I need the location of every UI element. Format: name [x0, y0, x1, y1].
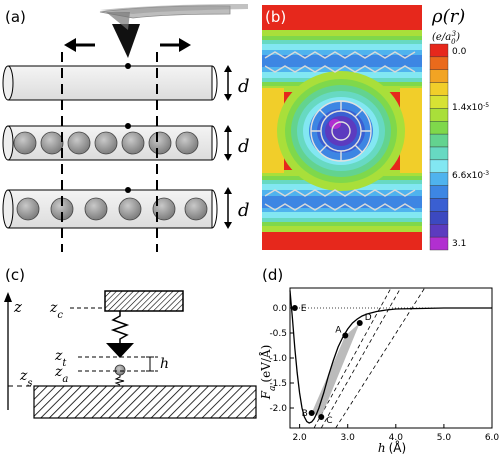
- d-label-1: d: [238, 76, 250, 97]
- x-tick-label: 3.0: [341, 433, 356, 443]
- y-tick-label: 0.0: [273, 304, 288, 314]
- colorbar-swatch: [429, 108, 449, 122]
- colorbar-unit: (e/a03): [432, 30, 460, 46]
- colorbar: [429, 43, 449, 251]
- tube-top: [2, 63, 218, 101]
- panel-d-label: (d): [262, 266, 283, 284]
- colorbar-swatch: [429, 43, 449, 58]
- colorbar-swatch: [429, 224, 449, 238]
- y-tick-label: -2.0: [269, 404, 287, 414]
- tip: [106, 343, 134, 358]
- colorbar-swatch: [429, 146, 449, 161]
- arrow-d-2: d: [224, 125, 250, 161]
- density-map: [262, 30, 422, 232]
- d-label-3: d: [238, 200, 250, 221]
- panel-c: (c) z zc zt h za zs: [4, 266, 260, 419]
- adsorbed-atom: [114, 364, 126, 376]
- point-label-E: E: [301, 304, 307, 314]
- point-C: [318, 414, 325, 420]
- cantilever: [104, 290, 184, 312]
- zc-label: zc: [49, 300, 63, 321]
- y-tick-label: -1.5: [269, 379, 287, 389]
- colorbar-swatch: [429, 185, 449, 199]
- x-tick-label: 5.0: [437, 433, 452, 443]
- panel-b: (b) ρ(r) (e/a03) 0.0 1.4x10-5 6.6x10-3 3…: [262, 5, 489, 251]
- za-label: za: [54, 364, 68, 385]
- y-tick-label: -0.5: [269, 329, 287, 339]
- colorbar-swatch: [429, 172, 449, 186]
- y-tick-label: -1.0: [269, 354, 287, 364]
- graphene-sheet-bottom: [264, 189, 416, 211]
- x-tick-label: 2.0: [292, 433, 307, 443]
- colorbar-swatch: [429, 121, 449, 135]
- x-tick-label: 6.0: [485, 433, 500, 443]
- afm-tip: [99, 4, 248, 58]
- point-label-A: A: [335, 326, 342, 336]
- chart-ylabel: Fa(eV/Å): [258, 345, 278, 401]
- guide-line: [313, 287, 392, 429]
- colorbar-swatch: [429, 56, 449, 70]
- scan-arrow-right: [160, 38, 191, 52]
- colorbar-swatch: [429, 236, 449, 251]
- c60-molecule: [310, 100, 372, 162]
- colorbar-swatch: [429, 211, 449, 225]
- substrate: [33, 385, 257, 419]
- colorbar-title: ρ(r): [431, 6, 465, 27]
- tube-middle: [2, 123, 218, 161]
- point-label-C: C: [326, 416, 332, 426]
- force-chart: 2.0 3.0 4.0 5.0 6.0 0.0 -0.5 -1.0 -1.5 -2.0 A B C D E: [269, 287, 500, 443]
- point-A: [342, 332, 349, 339]
- panel-a-label: (a): [5, 8, 26, 26]
- colorbar-swatch: [429, 133, 449, 148]
- force-curve: [289, 290, 492, 424]
- arrow-d-1: d: [224, 65, 250, 101]
- panel-c-label: (c): [5, 266, 25, 284]
- tube-bottom: [2, 187, 218, 229]
- z-axis-label: z: [13, 298, 22, 316]
- colorbar-tick-0: 0.0: [452, 47, 467, 57]
- arrow-d-3: d: [224, 187, 250, 229]
- panel-b-label: (b): [265, 8, 286, 26]
- colorbar-swatch: [429, 95, 449, 109]
- guide-line: [320, 287, 401, 429]
- point-D: [356, 320, 363, 326]
- panel-d: (d) 2.0 3.0 4.0 5.0 6.0 0.0 -0.5 -1.0 -1.5 -2.0 A B…: [258, 266, 499, 455]
- colorbar-swatch: [429, 69, 449, 83]
- zs-label: zs: [19, 368, 33, 389]
- colorbar-swatch: [429, 82, 449, 96]
- x-tick-label: 4.0: [389, 433, 404, 443]
- colorbar-tick-3: 3.1: [452, 239, 466, 249]
- spring-lower: [114, 375, 125, 386]
- point-E: [291, 305, 298, 311]
- point-label-D: D: [365, 313, 372, 323]
- spring-upper: [110, 311, 130, 343]
- point-label-B: B: [302, 409, 308, 419]
- colorbar-tick-1: 1.4x10-5: [452, 102, 489, 114]
- colorbar-tick-2: 6.6x10-3: [452, 170, 489, 182]
- z-axis-arrow: [4, 292, 12, 302]
- chart-xlabel: h (Å): [378, 440, 406, 455]
- h-label: h: [160, 356, 169, 372]
- zt-label: zt: [54, 348, 67, 369]
- colorbar-swatch: [429, 159, 449, 173]
- d-label-2: d: [238, 136, 250, 157]
- point-B: [308, 410, 315, 416]
- graphene-sheet-top: [264, 51, 416, 73]
- scan-arrow-left: [64, 38, 95, 52]
- panel-a: (a) d: [2, 4, 250, 252]
- colorbar-swatch: [429, 198, 449, 212]
